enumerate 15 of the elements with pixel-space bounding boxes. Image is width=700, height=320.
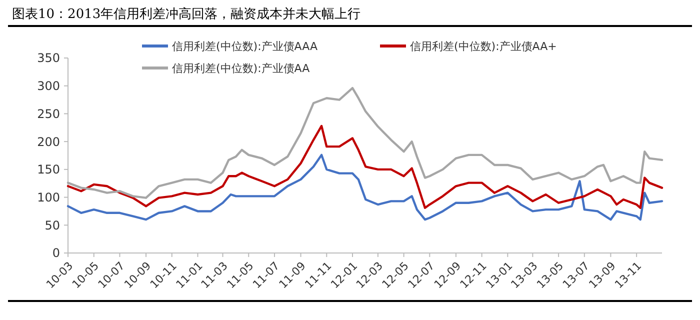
legend-label: 信用利差(中位数):产业债AAA	[172, 40, 318, 53]
y-tick-label: 100	[37, 190, 60, 204]
y-tick-label: 0	[52, 246, 60, 260]
y-tick-label: 200	[37, 134, 60, 149]
line-series	[66, 154, 664, 221]
legend-label: 信用利差(中位数):产业债AA+	[410, 40, 557, 53]
y-tick-label: 150	[37, 162, 60, 177]
line-series	[66, 86, 664, 199]
legend-label: 信用利差(中位数):产业债AA	[172, 62, 310, 75]
line-series	[66, 124, 664, 209]
y-tick-label: 350	[37, 51, 60, 66]
chart-title: 图表10：2013年信用利差冲高回落，融资成本并未大幅上行	[12, 6, 361, 22]
y-tick-label: 50	[44, 218, 60, 232]
y-tick-label: 250	[37, 106, 60, 121]
y-tick-label: 300	[37, 79, 60, 94]
